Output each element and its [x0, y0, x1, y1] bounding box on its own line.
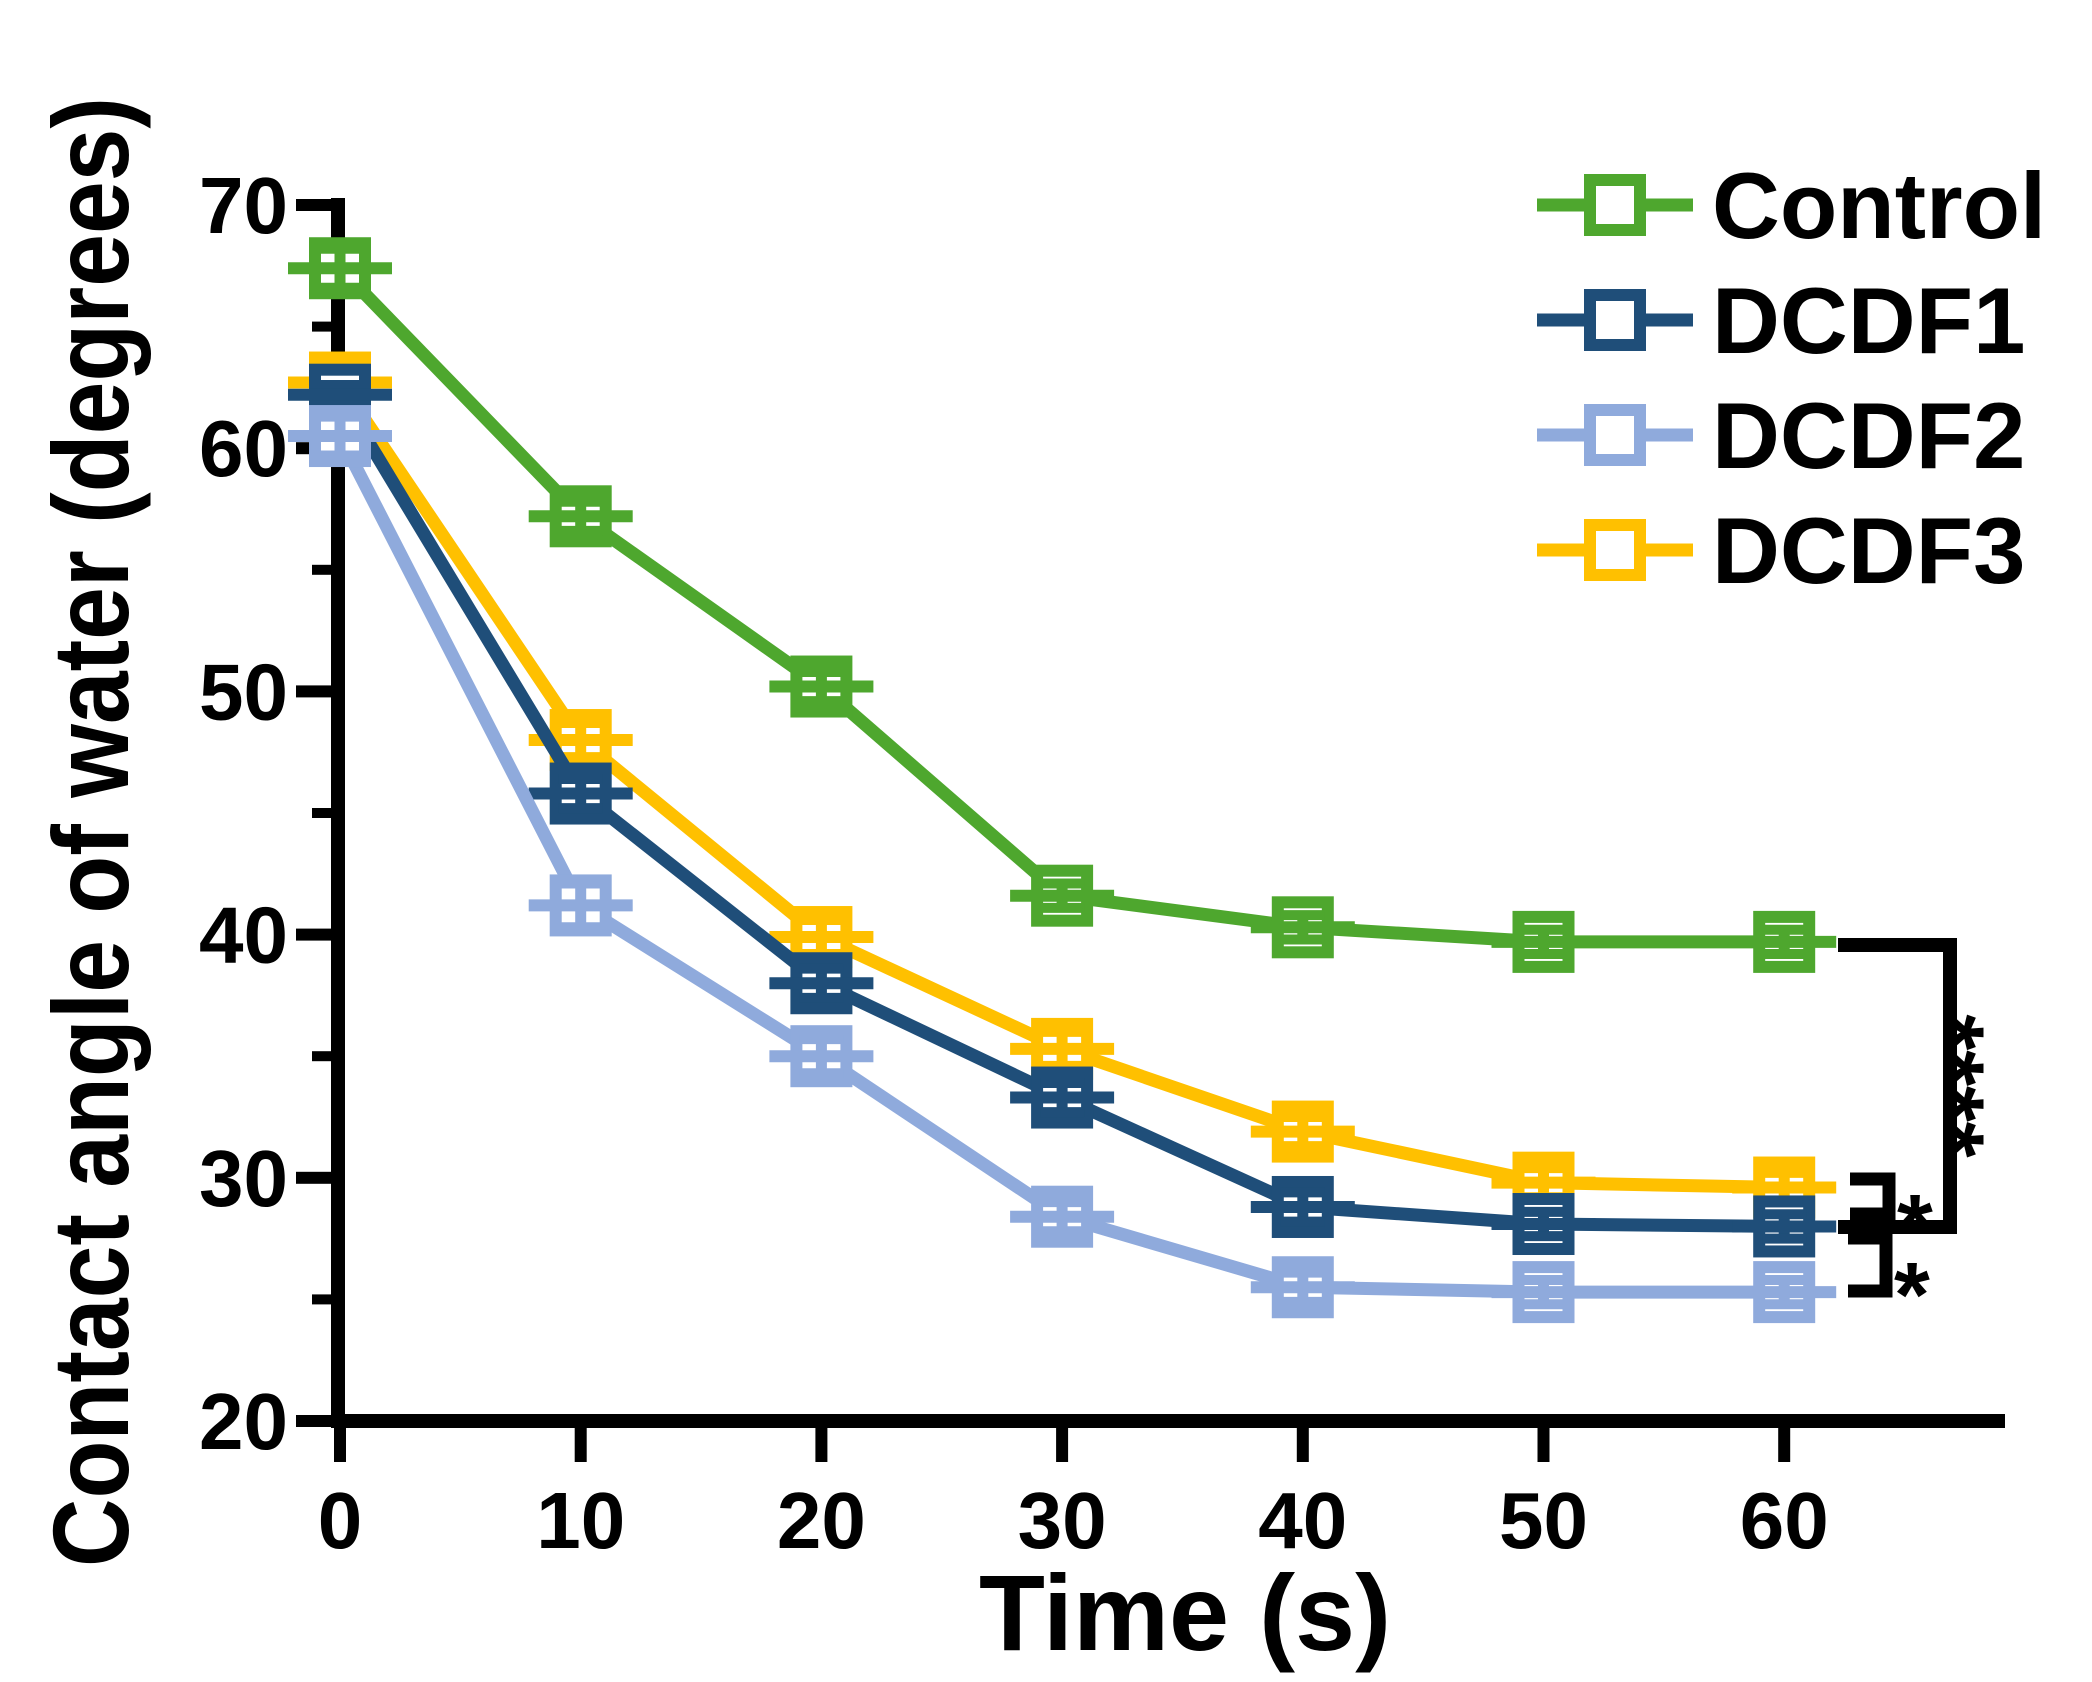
series-DCDF2	[288, 405, 1837, 1324]
legend-item-label: DCDF2	[1712, 383, 2025, 488]
y-minor-tick	[312, 1051, 339, 1062]
significance-bracket-dcdf3-dcdf1: *	[1850, 1172, 1933, 1279]
y-tick-label: 60	[199, 404, 288, 493]
data-point	[1491, 1193, 1596, 1256]
legend-item-label: DCDF3	[1712, 498, 2025, 603]
y-minor-tick	[312, 321, 339, 332]
data-point	[1732, 1195, 1837, 1258]
data-point	[769, 1025, 874, 1088]
legend-item-label: Control	[1712, 153, 2046, 258]
y-tick-label: 30	[199, 1134, 288, 1223]
y-tick-label: 70	[199, 161, 288, 250]
x-tick-label: 10	[536, 1476, 625, 1565]
x-tick-label: 50	[1499, 1476, 1588, 1565]
data-point	[1491, 910, 1596, 973]
bracket-path	[1850, 1172, 1896, 1221]
series-Control	[288, 237, 1837, 973]
legend-marker-icon	[1584, 289, 1646, 351]
x-major-tick	[1778, 1414, 1791, 1462]
significance-bracket-dcdf1-dcdf2: *	[1848, 1231, 1930, 1347]
x-axis-line	[331, 1414, 2005, 1428]
y-axis-title: Contact angle of water (degrees)	[30, 97, 151, 1567]
data-point	[528, 874, 633, 937]
data-point	[1250, 896, 1355, 959]
data-point	[1491, 1261, 1596, 1324]
x-major-tick	[574, 1414, 587, 1462]
x-tick-label: 20	[777, 1476, 866, 1565]
data-point	[528, 485, 633, 548]
data-series	[288, 237, 1837, 1324]
significance-bracket-control-dcdf1: ****	[1838, 938, 2002, 1234]
axes: 70 60 50 40 30 20 0 10 20 30 40 50 60	[199, 161, 2005, 1565]
x-major-tick	[1056, 1414, 1069, 1462]
y-major-tick	[296, 928, 339, 941]
x-tick-label: 60	[1740, 1476, 1829, 1565]
legend-item-label: DCDF1	[1712, 268, 2025, 373]
y-minor-tick	[312, 1294, 339, 1305]
legend-item-dcdf2: DCDF2	[1537, 383, 2025, 488]
data-point	[1732, 1261, 1837, 1324]
data-point	[769, 655, 874, 718]
y-major-tick	[296, 1171, 339, 1184]
y-tick-label: 50	[199, 647, 288, 736]
legend-marker-icon	[1584, 519, 1646, 581]
data-point	[1250, 1256, 1355, 1319]
x-major-tick	[1296, 1414, 1309, 1462]
data-point	[288, 237, 392, 300]
data-point	[1250, 1175, 1355, 1238]
data-point	[1010, 864, 1115, 927]
data-point	[1250, 1100, 1355, 1163]
x-tick-label: 0	[318, 1476, 363, 1565]
y-minor-tick	[312, 808, 339, 818]
data-point	[1732, 910, 1837, 973]
x-major-tick	[1537, 1414, 1550, 1462]
significance-annotations: ******	[1838, 938, 2002, 1347]
x-tick-label: 40	[1258, 1476, 1347, 1565]
data-point	[1010, 1066, 1115, 1129]
x-major-tick	[815, 1414, 828, 1462]
y-tick-label: 20	[199, 1377, 288, 1466]
series-DCDF1	[288, 363, 1837, 1258]
x-axis-title: Time (s)	[979, 1552, 1391, 1673]
data-point	[528, 762, 633, 825]
legend-item-dcdf1: DCDF1	[1537, 268, 2025, 373]
legend-item-control: Control	[1537, 153, 2046, 258]
y-major-tick	[296, 1415, 339, 1427]
legend-marker-icon	[1584, 174, 1646, 236]
data-point	[1010, 1017, 1115, 1080]
significance-label: ****	[1900, 1014, 2002, 1157]
legend-item-dcdf3: DCDF3	[1537, 498, 2025, 603]
y-minor-tick	[312, 564, 339, 575]
data-point	[769, 952, 874, 1015]
x-major-tick	[334, 1414, 346, 1462]
significance-label: *	[1897, 1177, 1933, 1279]
y-tick-label: 40	[199, 891, 288, 980]
x-tick-label: 30	[1018, 1476, 1107, 1565]
bracket-path	[1838, 938, 1957, 1234]
series-line	[335, 263, 1785, 949]
data-point	[288, 405, 392, 468]
significance-label: *	[1894, 1245, 1930, 1347]
y-major-tick	[296, 199, 339, 211]
legend-marker-icon	[1584, 404, 1646, 466]
y-major-tick	[296, 685, 339, 698]
bracket-path	[1848, 1231, 1893, 1298]
data-point	[1010, 1185, 1115, 1248]
